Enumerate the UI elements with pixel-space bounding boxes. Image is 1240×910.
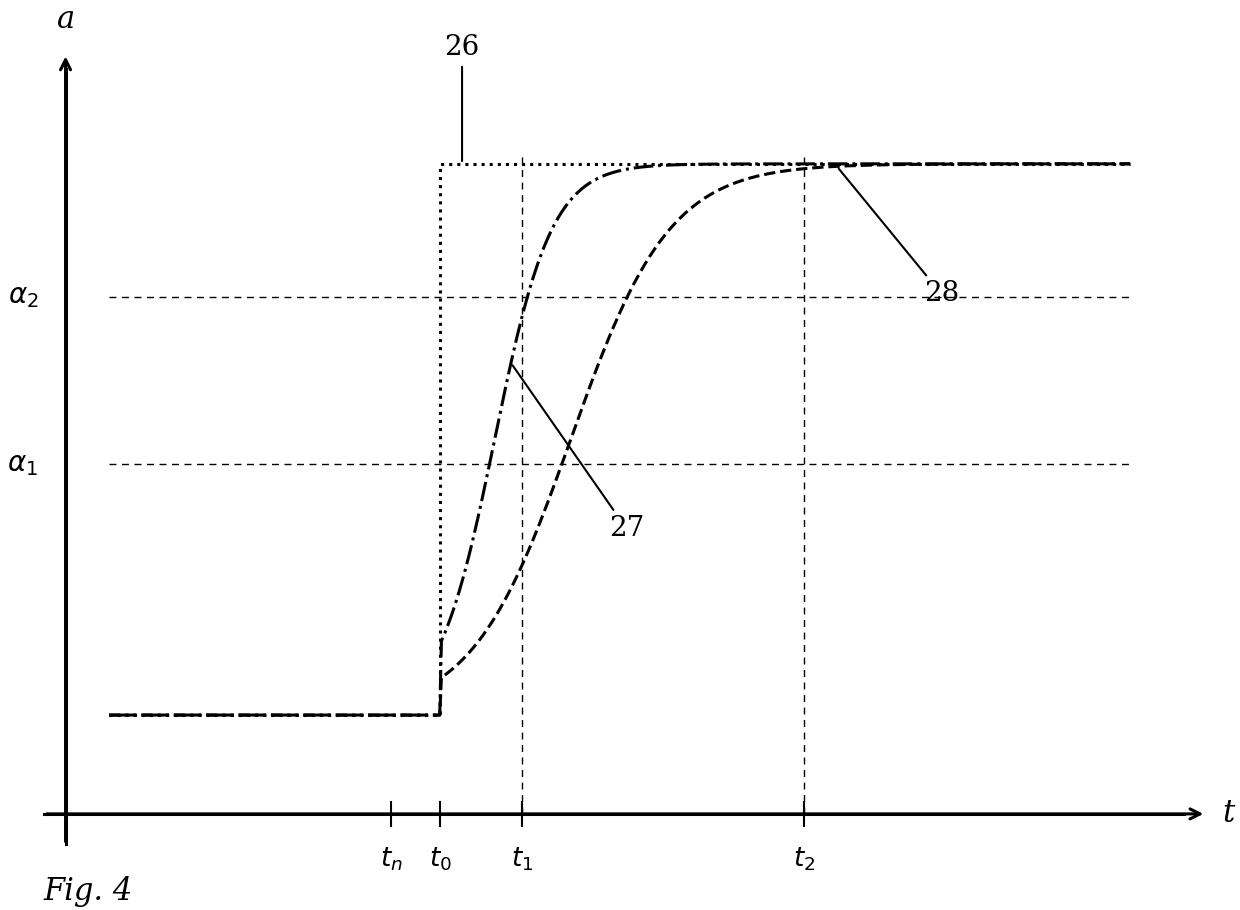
Text: $t_2$: $t_2$ xyxy=(794,845,816,874)
Text: $t_0$: $t_0$ xyxy=(429,845,451,874)
Text: Fig. 4: Fig. 4 xyxy=(43,876,133,907)
Text: $t_1$: $t_1$ xyxy=(511,845,533,874)
Text: $\alpha_1$: $\alpha_1$ xyxy=(7,450,38,478)
Text: 28: 28 xyxy=(838,168,959,308)
Text: $\alpha_2$: $\alpha_2$ xyxy=(7,283,38,310)
Text: t: t xyxy=(1223,798,1235,829)
Text: a: a xyxy=(57,4,74,35)
Text: 27: 27 xyxy=(512,365,644,542)
Text: 26: 26 xyxy=(444,35,480,161)
Text: $t_n$: $t_n$ xyxy=(379,845,403,874)
